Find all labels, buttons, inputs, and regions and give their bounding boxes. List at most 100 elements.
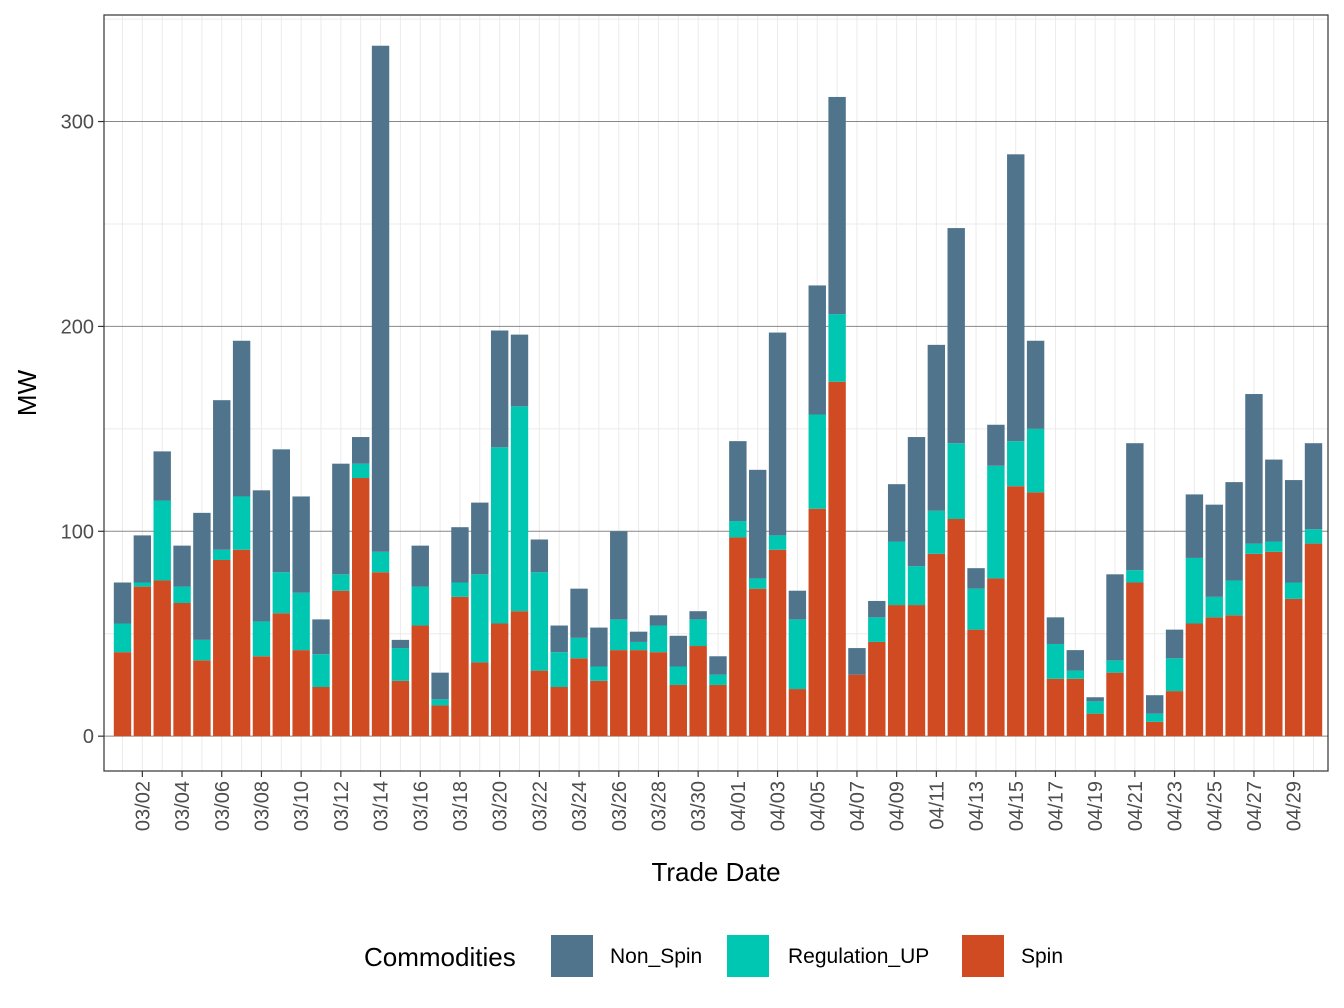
bar-non-spin-03-02 (133, 535, 152, 583)
bar-spin-04-03 (768, 549, 787, 737)
bar-spin-04-06 (828, 381, 846, 737)
bar-non-spin-03-12 (332, 463, 350, 575)
bar-non-spin-03-24 (570, 588, 588, 638)
bar-non-spin-03-14 (371, 45, 390, 552)
legend-title: Commodities (364, 942, 516, 972)
bar-regulation-up-04-27 (1245, 543, 1263, 554)
bar-regulation-up-03-21 (510, 406, 529, 612)
x-tick-label: 03/30 (688, 781, 710, 831)
bar-spin-03-14 (371, 572, 390, 737)
bar-spin-03-29 (669, 684, 687, 737)
bar-non-spin-03-07 (232, 340, 251, 497)
x-tick-label: 04/25 (1204, 781, 1226, 831)
bar-non-spin-03-31 (709, 656, 727, 675)
bar-spin-03-13 (352, 478, 370, 737)
bar-spin-04-30 (1304, 543, 1323, 737)
bar-non-spin-04-09 (887, 484, 906, 542)
legend-label-non-spin: Non_Spin (610, 945, 702, 968)
bar-regulation-up-03-02 (133, 582, 152, 587)
bar-regulation-up-04-28 (1265, 541, 1283, 552)
bar-regulation-up-03-07 (232, 496, 251, 550)
bar-non-spin-04-28 (1265, 459, 1283, 542)
bar-non-spin-04-29 (1284, 480, 1303, 583)
bar-spin-03-31 (709, 684, 727, 737)
bar-non-spin-03-19 (471, 502, 489, 575)
bar-non-spin-04-16 (1026, 340, 1045, 429)
bar-regulation-up-04-03 (768, 535, 787, 550)
bar-regulation-up-03-06 (213, 549, 231, 560)
bar-regulation-up-04-12 (947, 443, 965, 519)
bar-regulation-up-04-17 (1046, 643, 1065, 679)
bar-regulation-up-04-30 (1304, 529, 1323, 544)
bar-non-spin-04-21 (1126, 443, 1144, 571)
bar-non-spin-03-06 (213, 400, 231, 550)
bar-spin-03-10 (292, 650, 310, 737)
bar-regulation-up-04-06 (828, 314, 846, 382)
legend-key-non-spin (551, 935, 593, 977)
y-tick-label: 200 (61, 316, 94, 338)
bar-non-spin-04-17 (1046, 617, 1065, 644)
bar-regulation-up-03-14 (371, 551, 390, 573)
bar-spin-04-10 (907, 605, 926, 737)
bar-non-spin-03-01 (113, 582, 132, 624)
bar-regulation-up-03-10 (292, 592, 310, 651)
bar-regulation-up-04-02 (749, 578, 767, 589)
bar-regulation-up-04-23 (1165, 658, 1184, 692)
bar-regulation-up-03-05 (193, 639, 211, 661)
bar-non-spin-04-27 (1245, 394, 1263, 544)
bar-spin-03-27 (629, 650, 648, 737)
bar-regulation-up-03-17 (431, 699, 449, 706)
bar-spin-04-02 (749, 588, 767, 737)
bar-regulation-up-04-20 (1106, 660, 1124, 673)
x-tick-label: 04/11 (926, 781, 948, 830)
x-tick-label: 03/02 (132, 781, 154, 831)
bar-non-spin-04-22 (1146, 695, 1164, 714)
legend-item-non-spin: Non_Spin (551, 935, 702, 977)
x-tick-label: 03/04 (172, 781, 194, 831)
bar-non-spin-04-18 (1066, 650, 1084, 671)
bar-regulation-up-04-14 (987, 465, 1005, 579)
bar-regulation-up-03-25 (590, 666, 608, 681)
bar-regulation-up-03-28 (649, 625, 668, 653)
bar-non-spin-03-03 (153, 451, 171, 501)
bar-regulation-up-04-13 (967, 588, 985, 630)
bar-spin-03-05 (193, 660, 211, 737)
bar-spin-04-26 (1225, 615, 1243, 737)
bar-spin-03-09 (272, 613, 290, 737)
bar-regulation-up-03-29 (669, 666, 687, 685)
bar-regulation-up-03-16 (411, 586, 429, 626)
bar-spin-04-13 (967, 629, 985, 737)
bar-non-spin-04-25 (1205, 504, 1223, 597)
bar-regulation-up-03-09 (272, 572, 290, 614)
bar-spin-04-19 (1086, 713, 1104, 737)
bar-non-spin-03-11 (312, 619, 330, 655)
bar-spin-03-18 (451, 596, 469, 737)
bar-non-spin-04-04 (788, 590, 807, 620)
bar-non-spin-04-23 (1165, 629, 1184, 659)
bar-non-spin-03-17 (431, 672, 449, 700)
bar-regulation-up-04-08 (868, 617, 886, 642)
bar-spin-03-20 (490, 623, 509, 737)
bar-regulation-up-03-01 (113, 623, 132, 653)
bar-spin-04-04 (788, 689, 807, 737)
bar-spin-04-12 (947, 519, 965, 737)
bar-non-spin-03-16 (411, 545, 429, 587)
bar-regulation-up-04-11 (927, 510, 946, 554)
bar-spin-03-08 (252, 656, 271, 737)
bar-regulation-up-04-04 (788, 619, 807, 690)
bar-non-spin-04-14 (987, 424, 1005, 466)
bar-non-spin-03-13 (352, 437, 370, 464)
bar-regulation-up-04-25 (1205, 596, 1223, 618)
bar-non-spin-04-30 (1304, 443, 1323, 530)
x-tick-label: 03/20 (490, 781, 512, 831)
bar-regulation-up-04-10 (907, 566, 926, 606)
x-tick-label: 04/07 (847, 781, 869, 831)
bar-regulation-up-03-20 (490, 447, 509, 624)
bar-non-spin-04-15 (1007, 154, 1025, 442)
x-tick-label: 04/19 (1085, 781, 1107, 831)
legend-key-regulation-up (727, 935, 769, 977)
x-tick-label: 04/17 (1045, 781, 1067, 831)
bar-non-spin-03-25 (590, 627, 608, 667)
bar-spin-03-28 (649, 652, 668, 737)
